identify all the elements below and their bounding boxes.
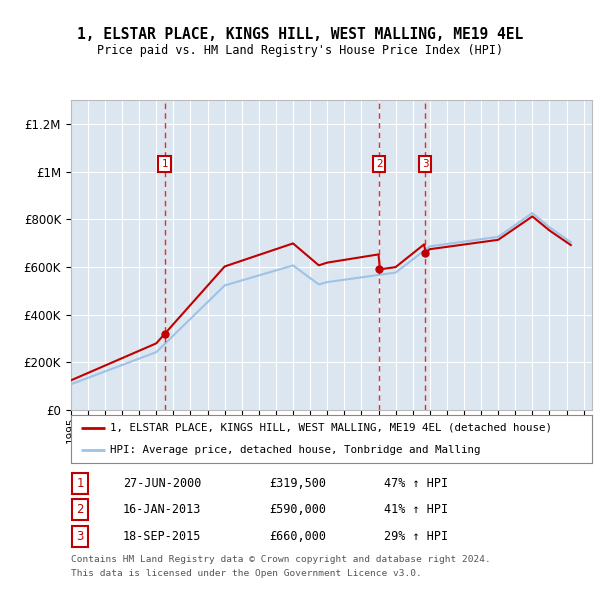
Text: Price paid vs. HM Land Registry's House Price Index (HPI): Price paid vs. HM Land Registry's House … xyxy=(97,44,503,57)
Text: 41% ↑ HPI: 41% ↑ HPI xyxy=(383,503,448,516)
Text: Contains HM Land Registry data © Crown copyright and database right 2024.: Contains HM Land Registry data © Crown c… xyxy=(71,555,491,564)
Text: 16-JAN-2013: 16-JAN-2013 xyxy=(123,503,202,516)
Point xyxy=(160,329,169,339)
Text: 2: 2 xyxy=(376,159,383,169)
Text: 1, ELSTAR PLACE, KINGS HILL, WEST MALLING, ME19 4EL (detached house): 1, ELSTAR PLACE, KINGS HILL, WEST MALLIN… xyxy=(110,423,552,433)
Text: HPI: Average price, detached house, Tonbridge and Malling: HPI: Average price, detached house, Tonb… xyxy=(110,445,481,455)
Text: £590,000: £590,000 xyxy=(269,503,326,516)
Text: 29% ↑ HPI: 29% ↑ HPI xyxy=(383,530,448,543)
Text: 2: 2 xyxy=(76,503,84,516)
Text: 3: 3 xyxy=(422,159,428,169)
Point xyxy=(374,265,384,274)
Text: This data is licensed under the Open Government Licence v3.0.: This data is licensed under the Open Gov… xyxy=(71,569,422,578)
Point xyxy=(420,248,430,257)
Text: 1: 1 xyxy=(76,477,84,490)
Text: £660,000: £660,000 xyxy=(269,530,326,543)
Text: 1, ELSTAR PLACE, KINGS HILL, WEST MALLING, ME19 4EL: 1, ELSTAR PLACE, KINGS HILL, WEST MALLIN… xyxy=(77,27,523,42)
Text: 18-SEP-2015: 18-SEP-2015 xyxy=(123,530,202,543)
Text: 1: 1 xyxy=(161,159,168,169)
Text: 3: 3 xyxy=(76,530,84,543)
Text: 47% ↑ HPI: 47% ↑ HPI xyxy=(383,477,448,490)
Text: 27-JUN-2000: 27-JUN-2000 xyxy=(123,477,202,490)
Text: £319,500: £319,500 xyxy=(269,477,326,490)
